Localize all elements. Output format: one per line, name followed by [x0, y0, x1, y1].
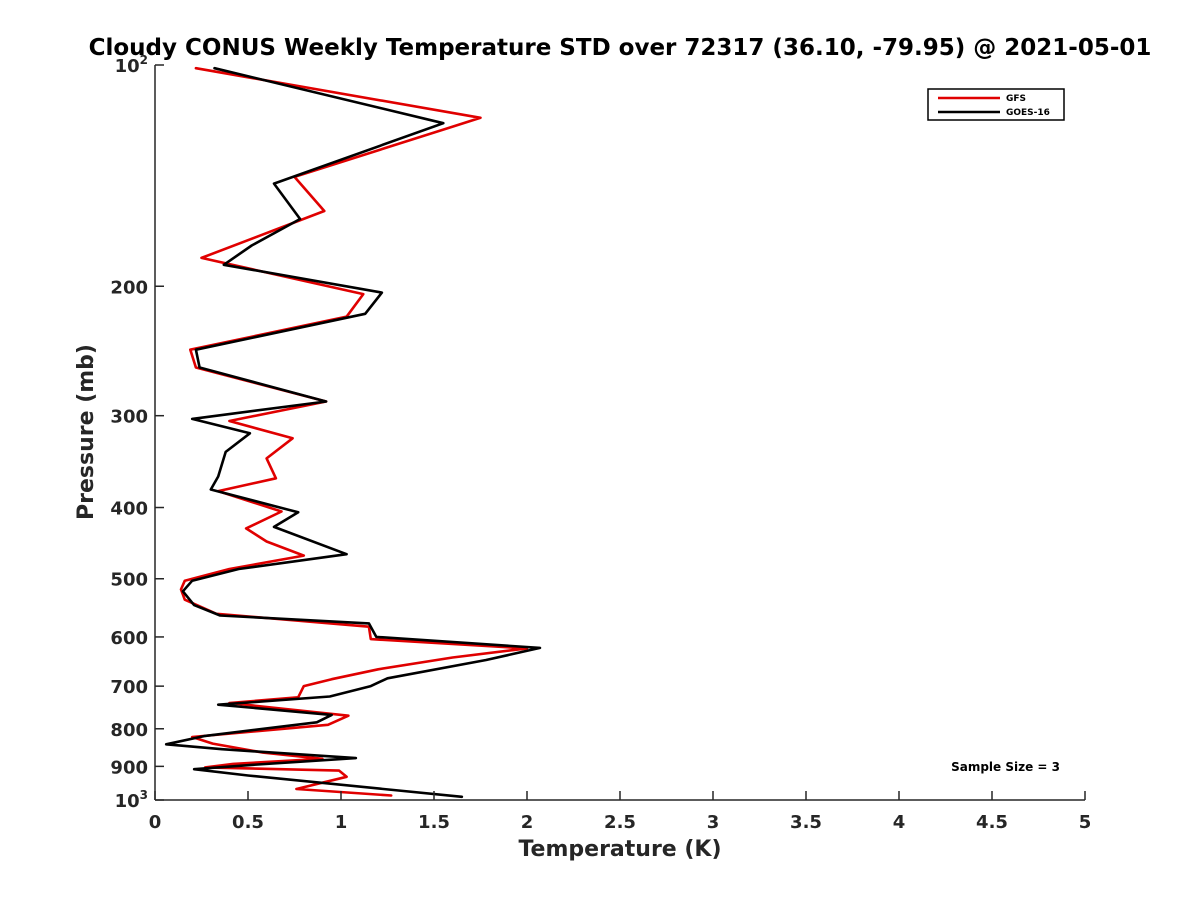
y-tick-label: 500	[110, 570, 148, 591]
x-tick-label: 2	[521, 812, 534, 833]
y-tick-label: 200	[110, 277, 148, 298]
x-tick-label: 4.5	[976, 812, 1008, 833]
chart-title: Cloudy CONUS Weekly Temperature STD over…	[89, 35, 1152, 61]
x-tick-label: 3	[707, 812, 720, 833]
series-layer	[164, 66, 542, 799]
legend-box	[927, 88, 1065, 121]
y-axis-label: Pressure (mb)	[74, 344, 99, 520]
y-tick-label: 300	[110, 407, 148, 428]
x-tick-label: 0.5	[232, 812, 264, 833]
y-ticks: 102 200 300 400 500 600 700 800 900 103	[110, 53, 164, 812]
series-line-goes-16	[164, 66, 542, 799]
y-tick-label: 103	[115, 788, 148, 812]
x-tick-label: 4	[893, 812, 906, 833]
x-tick-label: 1.5	[418, 812, 450, 833]
y-tick-label: 600	[110, 628, 148, 649]
x-tick-label: 3.5	[790, 812, 822, 833]
x-tick-label: 2.5	[604, 812, 636, 833]
x-tick-label: 5	[1079, 812, 1092, 833]
legend-label-gfs: GFS	[1006, 94, 1026, 104]
y-tick-label: 800	[110, 720, 148, 741]
series-line-gfs	[179, 66, 529, 797]
y-tick-label: 700	[110, 677, 148, 698]
legend-label-goes-16: GOES-16	[1006, 108, 1050, 118]
y-tick-label: 102	[115, 53, 148, 77]
sample-size-annotation: Sample Size = 3	[951, 760, 1060, 774]
y-tick-label: 900	[110, 757, 148, 778]
x-axis-label: Temperature (K)	[518, 837, 721, 862]
legend-items: GFS GOES-16	[938, 94, 1050, 118]
x-ticks: 0 0.5 1 1.5 2 2.5 3 3.5 4 4.5 5	[149, 791, 1092, 833]
x-tick-label: 1	[335, 812, 348, 833]
legend: GFS GOES-16	[927, 88, 1065, 121]
x-tick-label: 0	[149, 812, 162, 833]
y-tick-label: 400	[110, 499, 148, 520]
